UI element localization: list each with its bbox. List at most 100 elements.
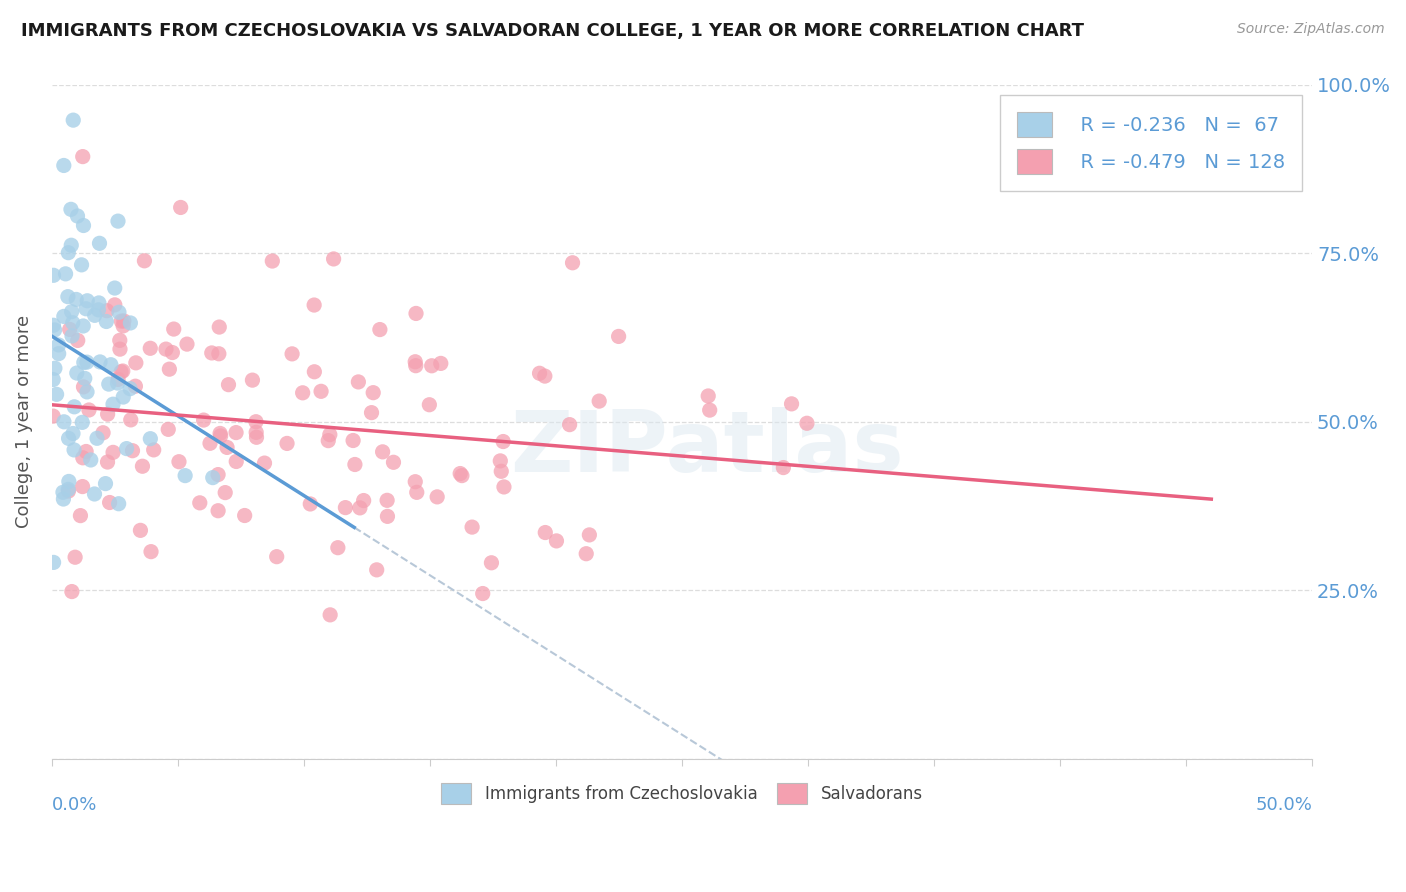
- Point: [163, 322, 186, 336]
- Point: [104, 281, 127, 295]
- Point: [353, 493, 375, 508]
- Point: [404, 355, 426, 369]
- Point: [299, 497, 322, 511]
- Point: [87, 302, 110, 317]
- Point: [100, 358, 122, 372]
- Point: [107, 214, 129, 228]
- Text: Source: ZipAtlas.com: Source: ZipAtlas.com: [1237, 22, 1385, 37]
- Point: [48, 346, 70, 360]
- Point: [48, 338, 70, 352]
- Point: [491, 464, 513, 478]
- Point: [157, 422, 180, 436]
- Point: [588, 394, 610, 409]
- Point: [66, 366, 89, 380]
- Point: [218, 377, 240, 392]
- Point: [98, 495, 121, 509]
- Point: [139, 544, 162, 558]
- Point: [253, 456, 276, 470]
- Point: [262, 254, 284, 268]
- Point: [176, 337, 198, 351]
- Point: [72, 318, 94, 333]
- Point: [578, 528, 600, 542]
- Point: [375, 493, 398, 508]
- Point: [215, 441, 238, 455]
- Point: [72, 479, 94, 493]
- Point: [558, 417, 581, 432]
- Point: [134, 253, 156, 268]
- Point: [97, 407, 120, 421]
- Point: [112, 390, 135, 404]
- Point: [245, 430, 267, 444]
- Point: [44, 323, 66, 337]
- Point: [70, 258, 93, 272]
- Point: [44, 361, 66, 376]
- Point: [575, 547, 598, 561]
- Point: [129, 524, 152, 538]
- Point: [382, 455, 405, 469]
- Point: [108, 342, 131, 356]
- Point: [201, 470, 224, 484]
- Point: [97, 377, 120, 392]
- Text: 0.0%: 0.0%: [52, 796, 97, 814]
- Point: [107, 376, 129, 390]
- Point: [471, 586, 494, 600]
- Point: [405, 306, 427, 320]
- Point: [73, 371, 96, 385]
- Point: [120, 382, 142, 396]
- Point: [242, 373, 264, 387]
- Point: [42, 556, 65, 570]
- Point: [233, 508, 256, 523]
- Point: [607, 329, 630, 343]
- Point: [58, 483, 80, 497]
- Point: [167, 455, 190, 469]
- Point: [139, 341, 162, 355]
- Point: [80, 453, 103, 467]
- Point: [319, 427, 342, 442]
- Point: [529, 366, 551, 380]
- Point: [405, 359, 427, 373]
- Point: [45, 387, 67, 401]
- Point: [309, 384, 332, 399]
- Point: [188, 496, 211, 510]
- Point: [157, 362, 180, 376]
- Point: [772, 460, 794, 475]
- Point: [108, 334, 131, 348]
- Point: [377, 509, 399, 524]
- Point: [193, 413, 215, 427]
- Point: [62, 316, 84, 330]
- Point: [343, 458, 366, 472]
- Point: [405, 485, 427, 500]
- Point: [245, 415, 267, 429]
- Point: [347, 375, 370, 389]
- Point: [72, 150, 94, 164]
- Point: [142, 442, 165, 457]
- Point: [361, 385, 384, 400]
- Point: [72, 219, 94, 233]
- Point: [198, 436, 221, 450]
- Point: [72, 380, 94, 394]
- Point: [418, 398, 440, 412]
- Point: [420, 359, 443, 373]
- Point: [112, 318, 135, 333]
- Point: [170, 201, 193, 215]
- Point: [58, 475, 80, 489]
- Point: [481, 556, 503, 570]
- Point: [561, 256, 583, 270]
- Point: [75, 444, 97, 458]
- Point: [76, 293, 98, 308]
- Point: [120, 413, 142, 427]
- Point: [104, 298, 127, 312]
- Point: [115, 442, 138, 456]
- Point: [208, 320, 231, 334]
- Point: [139, 432, 162, 446]
- Point: [101, 445, 124, 459]
- Point: [89, 236, 111, 251]
- Point: [63, 550, 86, 565]
- Point: [111, 364, 134, 378]
- Point: [349, 500, 371, 515]
- Point: [245, 425, 267, 440]
- Point: [52, 159, 75, 173]
- Point: [62, 113, 84, 128]
- Point: [66, 334, 89, 348]
- Point: [70, 416, 93, 430]
